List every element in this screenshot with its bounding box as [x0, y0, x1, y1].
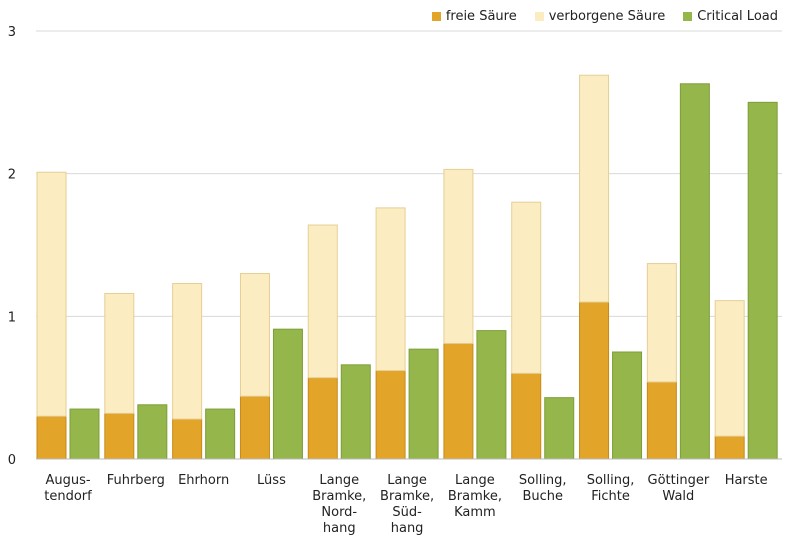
bar-verborgene-saeure	[239, 273, 270, 397]
bar-critical-load	[340, 364, 371, 460]
bar-freie-saeure	[714, 435, 745, 460]
bar-verborgene-saeure	[511, 201, 542, 374]
legend-label: freie Säure	[445, 9, 517, 24]
bar-verborgene-saeure	[104, 293, 135, 414]
bar-critical-load	[476, 330, 507, 460]
y-tick-label: 1	[8, 310, 16, 325]
bar-verborgene-saeure	[714, 300, 745, 437]
x-tick-label: Solling, Fichte	[587, 473, 635, 504]
x-tick-label: Harste	[725, 473, 768, 488]
bar-critical-load	[137, 404, 168, 460]
x-tick-label: Fuhrberg	[107, 473, 165, 488]
bar-freie-saeure	[307, 377, 338, 460]
x-tick-label: Solling, Buche	[519, 473, 567, 504]
legend-swatch	[431, 12, 441, 21]
bar-critical-load	[272, 328, 303, 460]
x-tick-label: Lüss	[257, 473, 286, 488]
x-tick-label: Ehrhorn	[178, 473, 229, 488]
bar-freie-saeure	[172, 418, 203, 460]
x-tick-label: Göttinger Wald	[648, 473, 710, 504]
bar-critical-load	[408, 348, 439, 460]
bar-freie-saeure	[36, 415, 67, 460]
bar-critical-load	[544, 397, 575, 460]
bar-verborgene-saeure	[443, 168, 474, 344]
x-tick-label: Lange Bramke, Nord-hang	[312, 473, 366, 536]
bar-verborgene-saeure	[307, 224, 338, 379]
legend: freie Säure verborgene Säure Critical Load	[431, 9, 778, 24]
bar-verborgene-saeure	[646, 263, 677, 383]
x-tick-label: Lange Bramke, Süd-hang	[380, 473, 434, 536]
bar-critical-load	[69, 408, 100, 460]
bar-freie-saeure	[646, 381, 677, 460]
x-tick-label: Augus-tendorf	[44, 473, 92, 504]
y-tick-label: 0	[8, 453, 16, 468]
bar-freie-saeure	[239, 395, 270, 460]
bar-freie-saeure	[375, 370, 406, 460]
bar-critical-load	[747, 101, 778, 460]
legend-item: Critical Load	[683, 9, 778, 24]
bar-freie-saeure	[511, 372, 542, 460]
bar-freie-saeure	[104, 412, 135, 460]
bar-verborgene-saeure	[172, 283, 203, 420]
bar-verborgene-saeure	[579, 74, 610, 303]
legend-swatch	[683, 12, 693, 21]
legend-item: freie Säure	[431, 9, 517, 24]
legend-swatch	[534, 12, 544, 21]
bar-freie-saeure	[579, 301, 610, 460]
y-tick-label: 3	[8, 25, 16, 40]
bar-critical-load	[679, 83, 710, 460]
legend-item: verborgene Säure	[534, 9, 666, 24]
bar-freie-saeure	[443, 342, 474, 460]
legend-label: verborgene Säure	[548, 9, 666, 24]
bar-verborgene-saeure	[36, 171, 67, 417]
x-tick-label: Lange Bramke, Kamm	[448, 473, 502, 520]
bar-critical-load	[205, 408, 236, 460]
legend-label: Critical Load	[697, 9, 778, 24]
y-tick-label: 2	[8, 168, 16, 183]
bar-critical-load	[612, 351, 643, 460]
bar-verborgene-saeure	[375, 207, 406, 372]
